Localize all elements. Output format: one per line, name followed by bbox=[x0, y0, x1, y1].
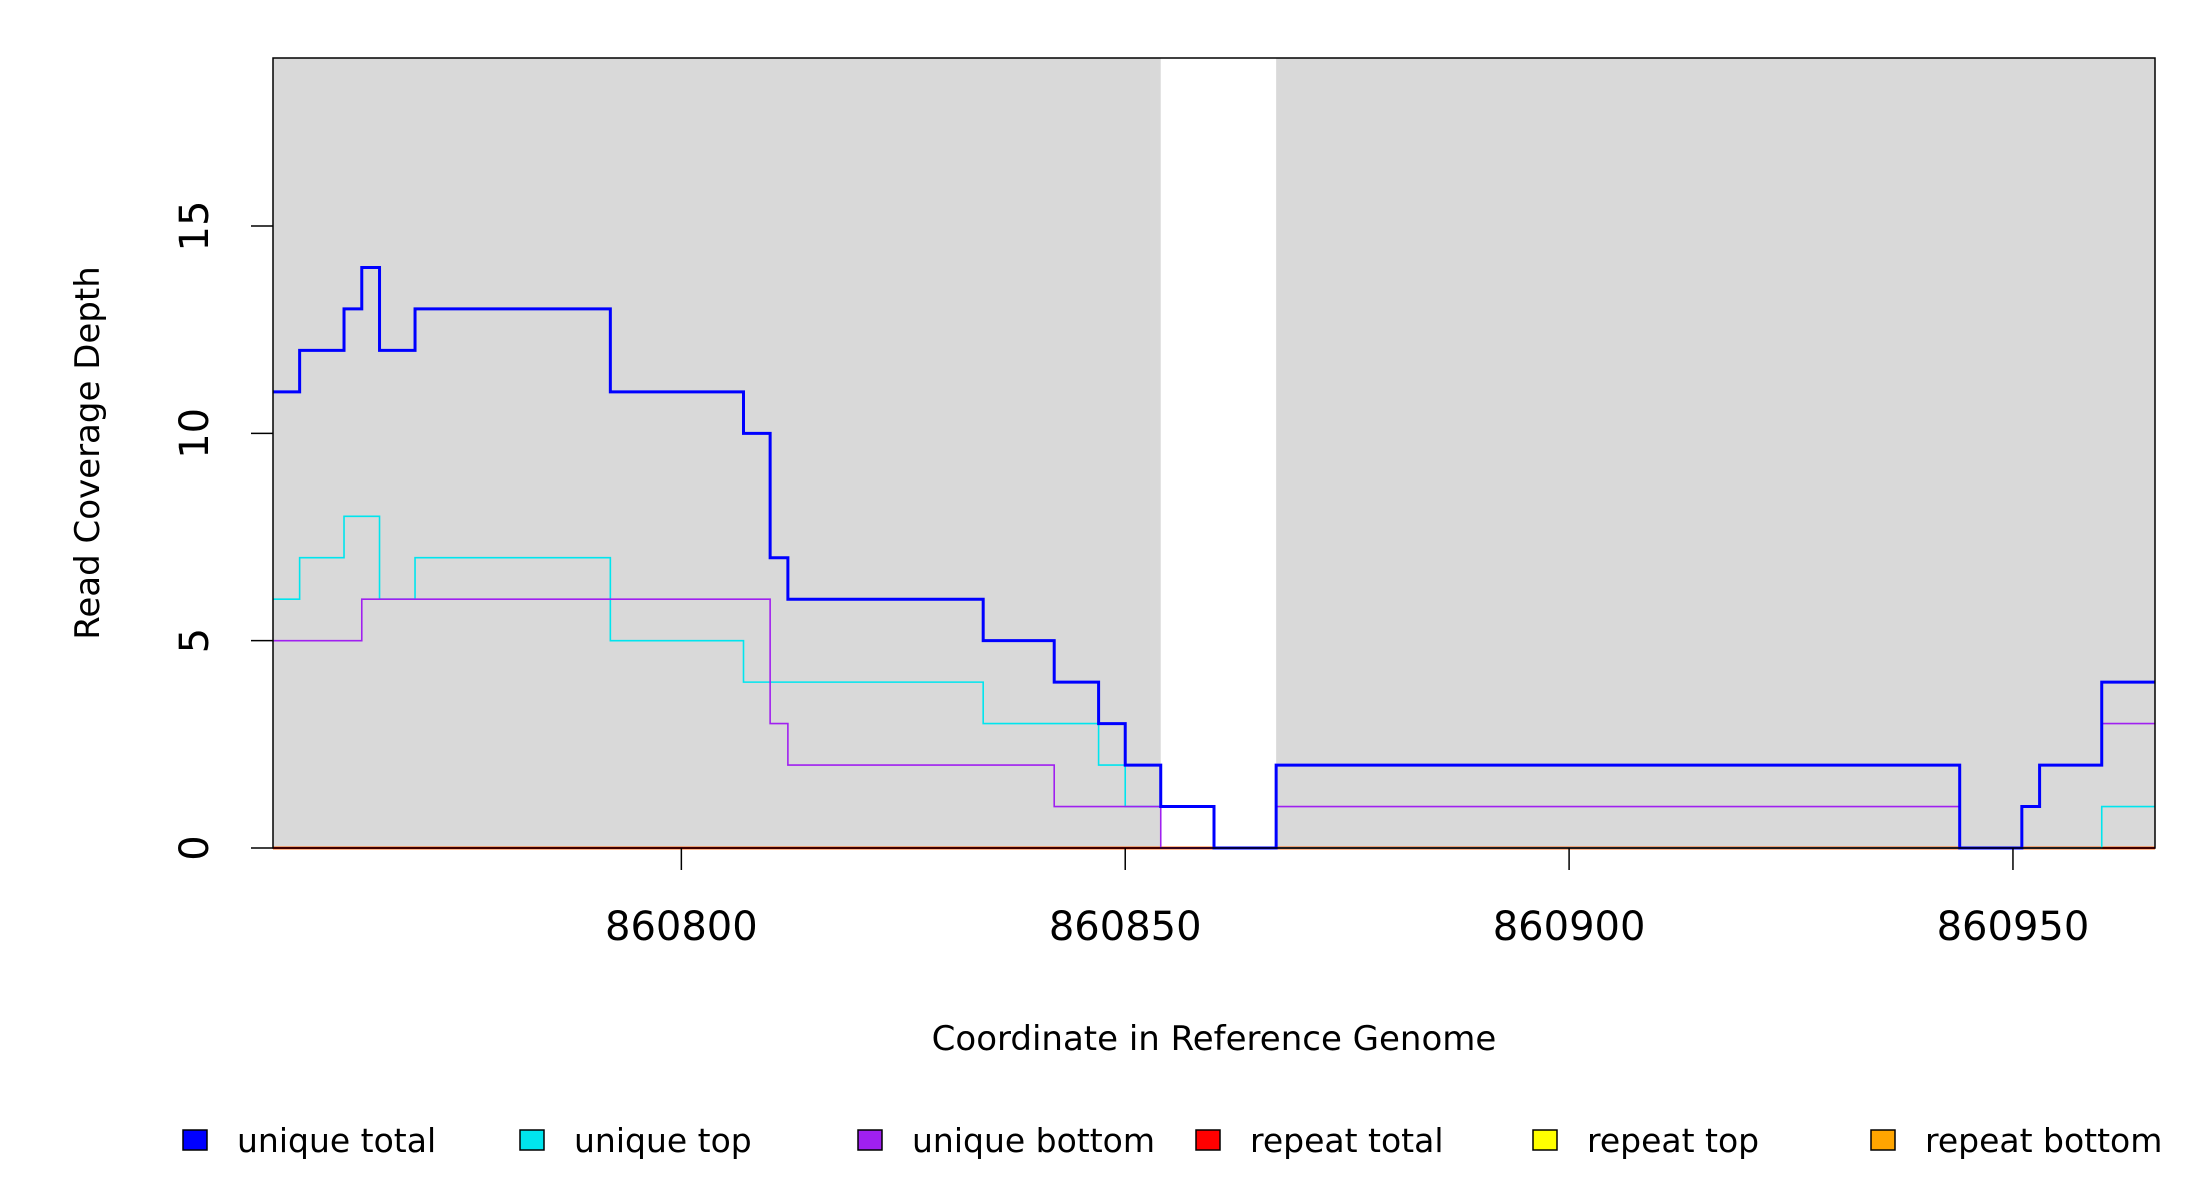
x-tick-label: 860900 bbox=[1493, 904, 1646, 950]
x-axis: 860800 860850 860900 860950 bbox=[605, 848, 2089, 950]
y-tick-label: 0 bbox=[172, 835, 218, 860]
unshaded-gap-region bbox=[1160, 58, 1277, 848]
x-axis-label: Coordinate in Reference Genome bbox=[932, 1019, 1497, 1059]
legend-label-unique-bottom: unique bottom bbox=[912, 1121, 1155, 1160]
legend-swatch-unique-total bbox=[182, 1129, 208, 1151]
x-tick-label: 860950 bbox=[1937, 904, 2090, 950]
y-axis-label: Read Coverage Depth bbox=[68, 266, 108, 640]
plot-area bbox=[272, 57, 2156, 850]
plot-frame bbox=[272, 57, 2156, 849]
legend-swatch-repeat-total bbox=[1195, 1129, 1221, 1151]
legend-swatch-unique-top bbox=[519, 1129, 545, 1151]
y-tick-label: 5 bbox=[172, 628, 218, 653]
legend-label-unique-total: unique total bbox=[237, 1121, 436, 1160]
legend-label-repeat-bottom: repeat bottom bbox=[1925, 1121, 2162, 1160]
x-tick-label: 860850 bbox=[1049, 904, 1202, 950]
legend: unique total unique top unique bottom repea… bbox=[182, 1121, 2162, 1160]
legend-label-unique-top: unique top bbox=[574, 1121, 752, 1160]
y-axis: 0 5 10 15 bbox=[172, 201, 273, 861]
legend-swatch-unique-bottom bbox=[857, 1129, 883, 1151]
legend-swatch-repeat-top bbox=[1532, 1129, 1558, 1151]
legend-label-repeat-total: repeat total bbox=[1250, 1121, 1444, 1160]
x-tick-label: 860800 bbox=[605, 904, 758, 950]
legend-label-repeat-top: repeat top bbox=[1587, 1121, 1759, 1160]
y-tick-label: 15 bbox=[172, 201, 218, 252]
y-tick-label: 10 bbox=[172, 408, 218, 459]
legend-swatch-repeat-bottom bbox=[1870, 1129, 1896, 1151]
